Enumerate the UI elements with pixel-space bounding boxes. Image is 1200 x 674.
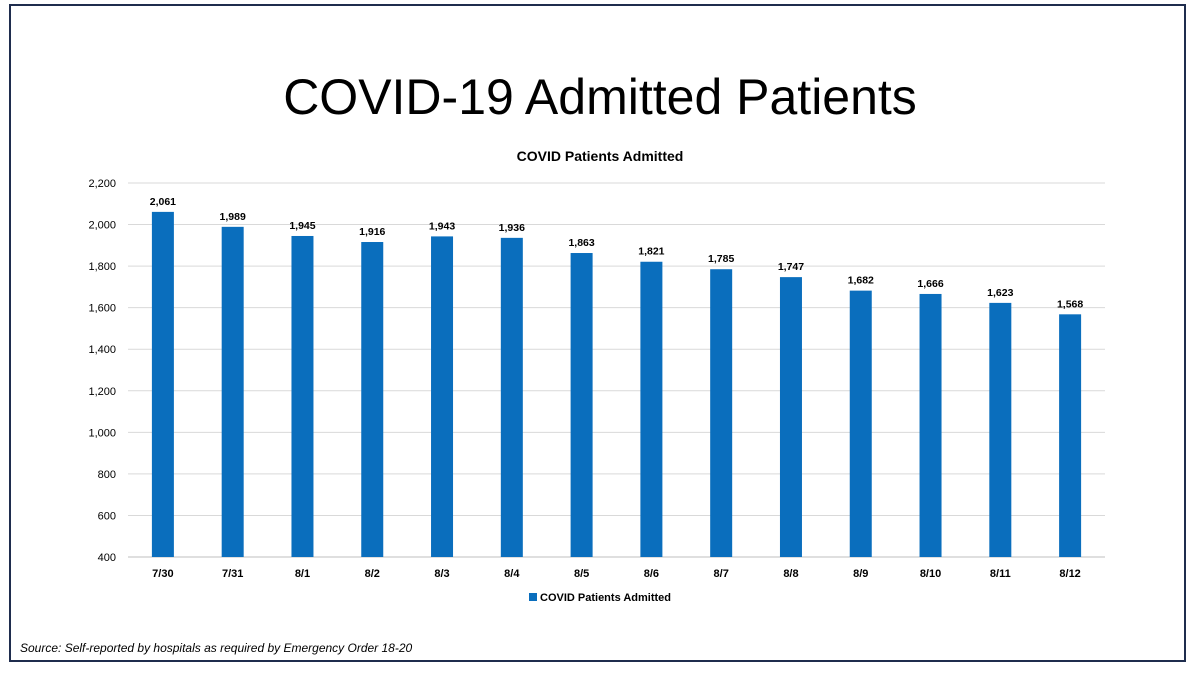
bar xyxy=(1059,314,1082,557)
y-tick-label: 1,800 xyxy=(88,261,116,273)
data-label: 1,936 xyxy=(499,222,525,234)
y-tick-label: 600 xyxy=(98,510,116,522)
bar xyxy=(431,236,454,557)
data-label: 1,916 xyxy=(359,226,385,238)
chart-title: COVID Patients Admitted xyxy=(516,148,684,164)
x-tick-label: 8/7 xyxy=(714,568,729,580)
bar xyxy=(570,253,593,557)
bar xyxy=(640,261,663,557)
chart-legend: COVID Patients Admitted xyxy=(0,592,1200,604)
x-tick-label: 8/6 xyxy=(644,568,659,580)
y-tick-label: 1,000 xyxy=(88,427,116,439)
x-tick-label: 8/1 xyxy=(295,568,310,580)
y-tick-label: 1,400 xyxy=(88,344,116,356)
bar xyxy=(221,226,244,557)
x-tick-label: 7/30 xyxy=(152,568,173,580)
data-label: 1,747 xyxy=(778,261,804,273)
bar xyxy=(151,211,174,557)
x-tick-label: 8/10 xyxy=(920,568,941,580)
x-tick-label: 8/4 xyxy=(504,568,520,580)
bar xyxy=(361,242,384,557)
legend-label: COVID Patients Admitted xyxy=(540,592,671,604)
x-tick-label: 7/31 xyxy=(222,568,243,580)
data-label: 1,989 xyxy=(220,211,246,223)
x-tick-label: 8/8 xyxy=(783,568,798,580)
x-tick-label: 8/2 xyxy=(365,568,380,580)
bar xyxy=(989,302,1012,557)
y-tick-label: 1,200 xyxy=(88,386,116,398)
data-label: 1,785 xyxy=(708,253,734,265)
data-label: 1,943 xyxy=(429,220,455,232)
slide-title: COVID-19 Admitted Patients xyxy=(283,69,917,125)
legend-swatch xyxy=(529,593,537,602)
data-label: 1,666 xyxy=(917,278,943,290)
y-tick-label: 1,600 xyxy=(88,303,116,315)
data-label: 1,863 xyxy=(568,237,594,249)
bar xyxy=(779,277,802,557)
bar xyxy=(919,293,942,557)
y-tick-label: 800 xyxy=(98,469,116,481)
x-tick-label: 8/5 xyxy=(574,568,589,580)
bar xyxy=(291,235,314,557)
y-tick-label: 2,200 xyxy=(88,178,116,190)
y-tick-label: 2,000 xyxy=(88,220,116,232)
y-tick-label: 400 xyxy=(98,552,116,564)
bar xyxy=(710,269,733,557)
x-tick-label: 8/12 xyxy=(1059,568,1080,580)
data-label: 2,061 xyxy=(150,196,176,208)
data-label: 1,945 xyxy=(289,220,315,232)
data-label: 1,682 xyxy=(848,275,874,287)
bar xyxy=(849,290,872,557)
data-label: 1,821 xyxy=(638,246,664,258)
data-label: 1,568 xyxy=(1057,298,1083,310)
x-tick-label: 8/11 xyxy=(990,568,1011,580)
data-label: 1,623 xyxy=(987,287,1013,299)
bar xyxy=(500,237,523,557)
x-tick-label: 8/9 xyxy=(853,568,868,580)
source-note: Source: Self-reported by hospitals as re… xyxy=(20,641,413,655)
x-tick-label: 8/3 xyxy=(434,568,449,580)
